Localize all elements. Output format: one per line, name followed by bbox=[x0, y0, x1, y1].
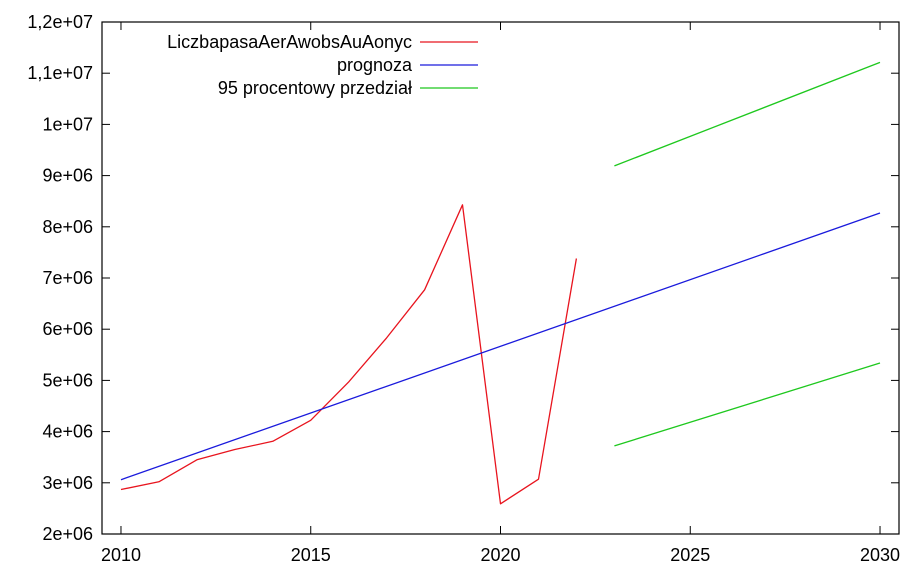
plot-frame bbox=[101, 21, 900, 535]
x-tick-label: 2030 bbox=[860, 545, 900, 565]
series-line-0 bbox=[120, 204, 578, 505]
x-tick-label: 2010 bbox=[101, 545, 141, 565]
y-tick-label: 1,1e+07 bbox=[27, 63, 93, 83]
y-tick-label: 7e+06 bbox=[42, 268, 93, 288]
axis-ticks: 2010 2015 2020 2025 2030 2e+06 3e+06 4e+06 5e+06… bbox=[27, 12, 900, 565]
y-tick-label: 3e+06 bbox=[42, 473, 93, 493]
legend-label: prognoza bbox=[337, 55, 413, 75]
y-tick-label: 9e+06 bbox=[42, 166, 93, 186]
y-tick-label: 8e+06 bbox=[42, 217, 93, 237]
series-line-3 bbox=[614, 362, 881, 447]
y-tick-label: 1e+07 bbox=[42, 114, 93, 134]
y-tick-label: 1,2e+07 bbox=[27, 12, 93, 32]
legend-label: 95 procentowy przedział bbox=[218, 78, 412, 98]
y-tick-label: 5e+06 bbox=[42, 370, 93, 390]
series-line-2 bbox=[614, 61, 881, 167]
legend-label: LiczbapasaAerAwobsAuAonyc bbox=[167, 32, 412, 52]
y-tick-label: 6e+06 bbox=[42, 319, 93, 339]
series-line-1 bbox=[120, 212, 881, 481]
x-tick-label: 2025 bbox=[670, 545, 710, 565]
legend: LiczbapasaAerAwobsAuAonyc prognoza 95 proc… bbox=[167, 32, 478, 98]
y-tick-label: 4e+06 bbox=[42, 422, 93, 442]
x-tick-label: 2015 bbox=[291, 545, 331, 565]
x-tick-label: 2020 bbox=[480, 545, 520, 565]
series-lines bbox=[120, 61, 881, 505]
y-tick-label: 2e+06 bbox=[42, 524, 93, 544]
